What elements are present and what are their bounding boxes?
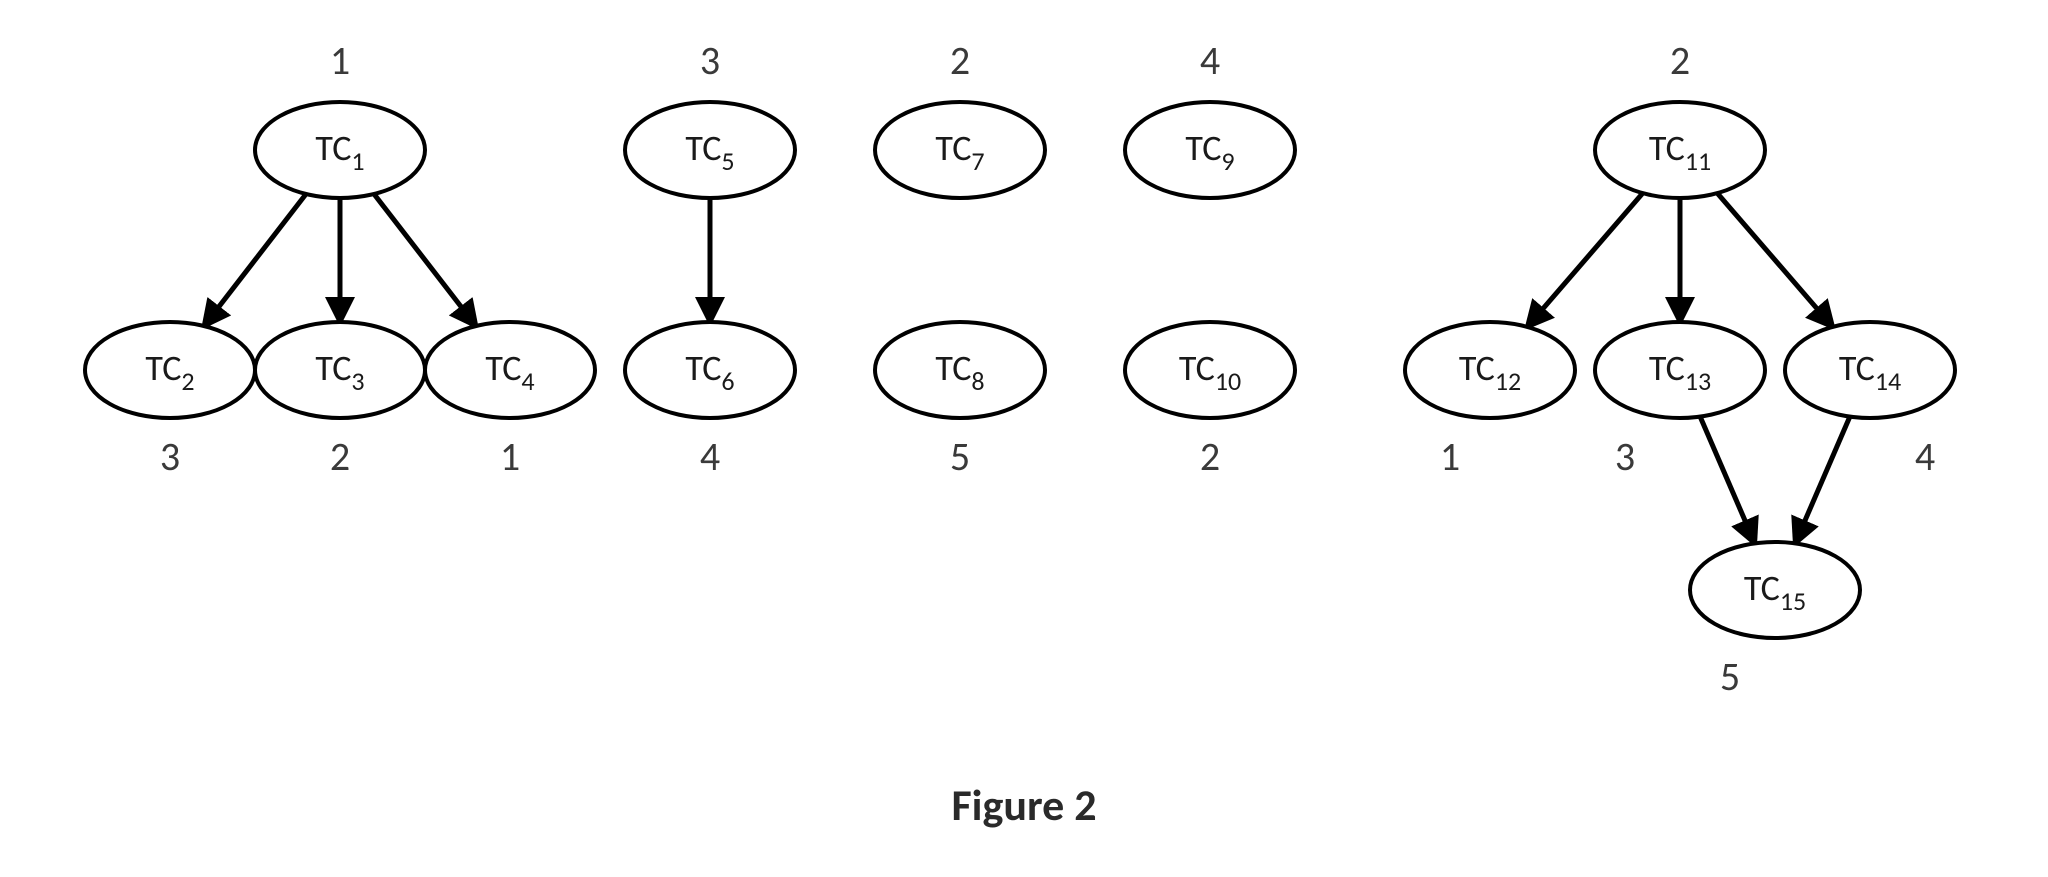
- node-TC15: TC155: [1690, 542, 1860, 701]
- node-weight: 4: [1915, 432, 1935, 481]
- edge-TC13-TC15: [1700, 417, 1755, 544]
- node-weight: 2: [950, 36, 970, 85]
- edge-TC1-TC2: [204, 194, 306, 326]
- node-weight: 3: [1615, 432, 1635, 481]
- node-weight: 3: [700, 36, 720, 85]
- node-TC7: TC72: [875, 36, 1045, 198]
- edge-TC11-TC14: [1717, 193, 1832, 327]
- node-TC14: TC144: [1785, 322, 1955, 481]
- node-weight: 4: [700, 432, 720, 481]
- edge-TC14-TC15: [1795, 417, 1850, 544]
- node-TC6: TC64: [625, 322, 795, 481]
- node-weight: 5: [950, 432, 970, 481]
- edge-TC1-TC4: [374, 194, 476, 326]
- nodes-layer: TC11TC23TC32TC41TC53 TC64 TC72 TC85 TC94 TC10…: [85, 36, 1955, 701]
- node-TC12: TC121: [1405, 322, 1575, 481]
- node-weight: 5: [1720, 652, 1740, 701]
- node-weight: 1: [330, 36, 350, 85]
- node-TC9: TC94: [1125, 36, 1295, 198]
- diagram-canvas: TC11TC23TC32TC41TC53 TC64 TC72 TC85 TC94 TC10…: [0, 0, 2048, 877]
- figure-caption: Figure 2: [951, 778, 1096, 832]
- node-weight: 2: [330, 432, 350, 481]
- node-TC2: TC23: [85, 322, 255, 481]
- node-TC8: TC85: [875, 322, 1045, 481]
- node-TC11: TC112: [1595, 36, 1765, 198]
- node-TC10: TC102: [1125, 322, 1295, 481]
- node-TC1: TC11: [255, 36, 425, 198]
- node-weight: 3: [160, 432, 180, 481]
- node-weight: 1: [1440, 432, 1460, 481]
- node-weight: 2: [1200, 432, 1220, 481]
- node-TC3: TC32: [255, 322, 425, 481]
- node-TC13: TC133: [1595, 322, 1765, 481]
- node-TC5: TC53: [625, 36, 795, 198]
- node-TC4: TC41: [425, 322, 595, 481]
- node-weight: 4: [1200, 36, 1220, 85]
- edge-TC11-TC12: [1527, 193, 1642, 327]
- node-weight: 2: [1670, 36, 1690, 85]
- node-weight: 1: [500, 432, 520, 481]
